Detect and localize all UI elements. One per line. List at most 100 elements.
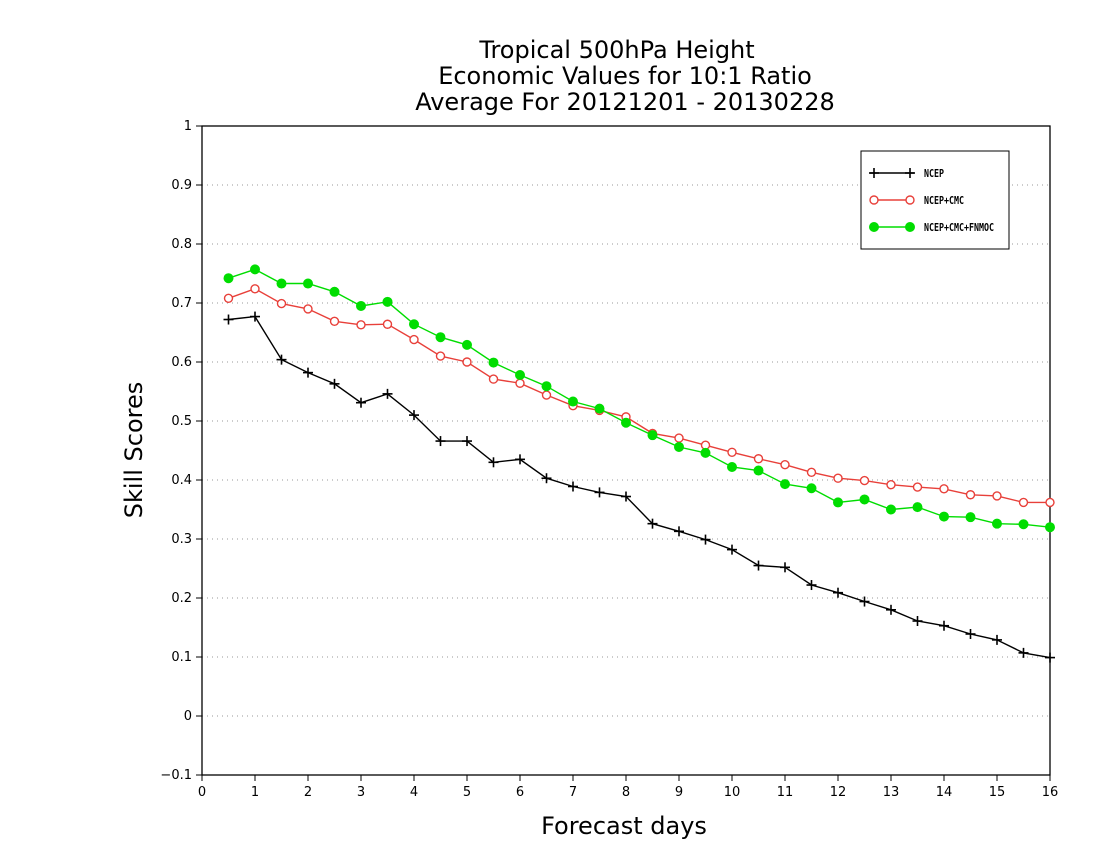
data-point-ncep xyxy=(859,596,870,607)
series-layer xyxy=(223,264,1055,663)
data-point-ncep-cmc-fnmoc xyxy=(833,497,843,508)
data-point-ncep xyxy=(250,311,260,322)
data-point-ncep-cmc-fnmoc xyxy=(753,465,764,476)
data-point-ncep-cmc xyxy=(488,374,499,384)
data-point-ncep xyxy=(303,367,313,378)
y-tick-label: 0.7 xyxy=(171,296,192,311)
chart-title: Tropical 500hPa Height Economic Values f… xyxy=(415,36,835,116)
legend-marker xyxy=(869,195,879,205)
data-point-ncep-cmc xyxy=(912,482,923,492)
data-point-ncep-cmc-fnmoc xyxy=(1045,522,1055,533)
x-tick-label: 0 xyxy=(198,785,206,800)
data-point-ncep-cmc xyxy=(1018,497,1029,508)
x-tick-label: 6 xyxy=(516,785,524,800)
data-point-ncep-cmc-fnmoc xyxy=(992,518,1002,529)
data-point-ncep-cmc xyxy=(833,473,843,483)
legend-marker xyxy=(869,168,879,178)
legend-item-ncep-cmc-fnmoc: NCEP+CMC+FNMOC xyxy=(869,221,994,234)
y-tick-label: 0.9 xyxy=(171,178,192,193)
data-point-ncep-cmc-fnmoc xyxy=(806,483,817,494)
data-point-ncep xyxy=(568,481,578,492)
data-point-ncep xyxy=(541,473,552,484)
data-point-ncep-cmc-fnmoc xyxy=(541,381,552,392)
data-point-ncep-cmc xyxy=(727,447,737,457)
data-point-ncep-cmc xyxy=(409,334,419,345)
data-point-ncep-cmc-fnmoc xyxy=(382,296,393,307)
data-point-ncep-cmc-fnmoc xyxy=(356,300,366,311)
data-point-ncep-cmc-fnmoc xyxy=(912,502,923,513)
series-ncep xyxy=(223,311,1055,663)
data-point-ncep-cmc xyxy=(674,433,684,443)
data-point-ncep-cmc xyxy=(965,490,976,500)
series-line-ncep xyxy=(228,315,1051,659)
data-point-ncep xyxy=(780,562,790,573)
legend-marker xyxy=(905,168,915,178)
data-point-ncep xyxy=(965,628,976,639)
data-point-ncep xyxy=(674,526,684,537)
x-tick-label: 7 xyxy=(569,785,577,800)
data-point-ncep-cmc-fnmoc xyxy=(700,447,711,458)
data-point-ncep-cmc xyxy=(859,475,870,486)
data-point-ncep xyxy=(727,544,737,555)
data-point-ncep-cmc xyxy=(462,357,472,367)
data-point-ncep-cmc-fnmoc xyxy=(329,286,340,297)
data-point-ncep-cmc-fnmoc xyxy=(594,403,605,414)
data-point-ncep-cmc xyxy=(939,484,949,494)
data-point-ncep xyxy=(276,354,287,365)
x-tick-label: 15 xyxy=(989,785,1006,800)
data-point-ncep xyxy=(806,580,817,591)
data-point-ncep xyxy=(912,616,923,627)
x-tick-label: 1 xyxy=(251,785,259,800)
data-point-ncep-cmc xyxy=(541,390,552,400)
data-point-ncep xyxy=(356,397,366,408)
title-line-1: Tropical 500hPa Height xyxy=(478,36,754,64)
data-point-ncep xyxy=(700,534,711,545)
x-tick-label: 2 xyxy=(304,785,312,800)
series-line-ncep-cmc-fnmoc xyxy=(228,268,1051,528)
data-point-ncep-cmc-fnmoc xyxy=(303,278,313,289)
data-point-ncep xyxy=(886,604,896,615)
data-point-ncep-cmc xyxy=(303,304,313,314)
y-tick-label: 0.1 xyxy=(171,650,192,665)
legend-label: NCEP+CMC xyxy=(924,194,964,207)
data-point-ncep-cmc xyxy=(886,480,896,490)
data-point-ncep-cmc xyxy=(1045,497,1055,508)
data-point-ncep xyxy=(1018,647,1029,658)
data-point-ncep xyxy=(833,587,843,598)
data-point-ncep xyxy=(515,454,525,465)
y-tick-label: 0.4 xyxy=(171,473,192,488)
y-tick-label: 0 xyxy=(184,709,192,724)
x-tick-label: 14 xyxy=(936,785,953,800)
data-point-ncep-cmc-fnmoc xyxy=(223,273,234,284)
y-tick-label: 0.6 xyxy=(171,355,192,370)
data-point-ncep xyxy=(647,518,658,529)
x-tick-label: 9 xyxy=(675,785,683,800)
x-tick-label: 10 xyxy=(724,785,741,800)
title-line-2: Economic Values for 10:1 Ratio xyxy=(438,62,812,90)
data-point-ncep-cmc-fnmoc xyxy=(886,504,896,515)
data-point-ncep-cmc xyxy=(223,293,234,303)
data-point-ncep-cmc-fnmoc xyxy=(1018,519,1029,530)
legend: NCEP NCEP+CMC NCEP+CMC+FNMOC xyxy=(860,150,1010,250)
data-point-ncep-cmc-fnmoc xyxy=(674,441,684,452)
data-point-ncep-cmc-fnmoc xyxy=(780,479,790,490)
data-point-ncep xyxy=(992,634,1002,645)
data-point-ncep-cmc xyxy=(435,351,446,361)
data-point-ncep xyxy=(753,560,764,571)
legend-item-ncep: NCEP xyxy=(869,167,944,180)
data-point-ncep xyxy=(223,314,234,325)
y-tick-label: 0.3 xyxy=(171,532,192,547)
data-point-ncep-cmc xyxy=(329,316,340,326)
data-point-ncep-cmc xyxy=(806,467,817,478)
data-point-ncep xyxy=(409,410,419,421)
data-point-ncep-cmc-fnmoc xyxy=(488,357,499,368)
tick-marks: −0.100.10.20.30.40.50.60.70.80.910 1 2 3 4 5 6… xyxy=(160,119,1058,800)
data-point-ncep-cmc xyxy=(780,459,790,470)
data-point-ncep-cmc xyxy=(382,319,393,329)
data-point-ncep-cmc-fnmoc xyxy=(462,339,472,350)
y-tick-label: −0.1 xyxy=(160,768,192,783)
data-point-ncep-cmc-fnmoc xyxy=(621,417,631,428)
x-tick-label: 11 xyxy=(777,785,794,800)
data-point-ncep-cmc-fnmoc xyxy=(409,319,419,330)
